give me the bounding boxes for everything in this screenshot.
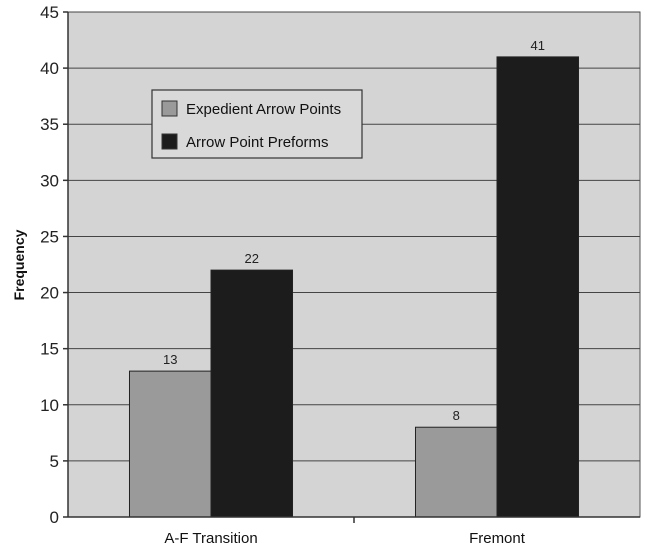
bars: [128, 56, 580, 518]
y-tick-label: 45: [40, 3, 59, 22]
legend-swatch-expedient: [161, 100, 178, 117]
data-label: 22: [245, 251, 259, 266]
bar-expedient-0: [128, 370, 212, 518]
data-label: 8: [453, 408, 460, 423]
y-tick-label: 40: [40, 59, 59, 78]
legend-swatch-preforms: [161, 133, 178, 150]
y-tick-label: 20: [40, 284, 59, 303]
y-tick-label: 35: [40, 115, 59, 134]
bar-preforms-1: [496, 56, 580, 518]
data-label: 13: [163, 352, 177, 367]
y-ticks: 0 5 10 15 20 25 30 35 40 45: [40, 3, 68, 527]
x-category-label: A-F Transition: [164, 530, 257, 547]
legend-box: [151, 89, 363, 159]
bar-preforms-0: [210, 269, 294, 518]
y-axis-title: Frequency: [11, 229, 27, 300]
legend: Expedient Arrow Points Arrow Point Prefo…: [151, 89, 363, 159]
legend-label-preforms: Arrow Point Preforms: [186, 134, 329, 151]
y-tick-label: 15: [40, 340, 59, 359]
y-tick-label: 25: [40, 227, 59, 246]
y-tick-label: 30: [40, 171, 59, 190]
x-category-labels: A-F Transition Fremont: [164, 517, 526, 547]
y-tick-label: 5: [50, 452, 59, 471]
y-tick-label: 10: [40, 396, 59, 415]
data-label: 41: [531, 38, 545, 53]
x-category-label: Fremont: [469, 530, 526, 547]
data-labels: 13 22 8 41: [163, 38, 545, 423]
bar-expedient-1: [414, 426, 498, 518]
legend-label-expedient: Expedient Arrow Points: [186, 101, 341, 118]
y-tick-label: 0: [50, 508, 59, 527]
